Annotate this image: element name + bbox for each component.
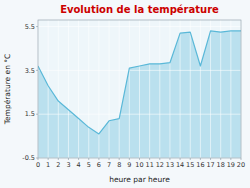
x-tick [129, 158, 130, 160]
grid-line-x [68, 20, 69, 158]
x-tick [180, 158, 181, 160]
y-tick-label: -0.5 [22, 154, 35, 162]
x-tick [200, 158, 201, 160]
x-tick [220, 158, 221, 160]
plot-frame [38, 20, 241, 158]
grid-line-x [48, 20, 49, 158]
x-tick-label: 16 [196, 161, 204, 169]
line [38, 31, 241, 134]
x-tick [98, 158, 99, 160]
plot-area [38, 20, 241, 158]
grid-line-x [98, 20, 99, 158]
grid-line-x [190, 20, 191, 158]
grid-line-x [129, 20, 130, 158]
grid-line-x [169, 20, 170, 158]
x-tick-label: 0 [36, 161, 40, 169]
x-tick-label: 6 [97, 161, 101, 169]
x-tick-label: 8 [117, 161, 121, 169]
x-tick-label: 20 [237, 161, 245, 169]
y-tick [36, 158, 38, 159]
x-tick-label: 4 [77, 161, 81, 169]
x-tick [58, 158, 59, 160]
x-tick [68, 158, 69, 160]
x-tick-label: 13 [166, 161, 174, 169]
x-tick-label: 10 [135, 161, 143, 169]
y-axis-label: Température en °C [3, 54, 12, 126]
x-tick-label: 18 [217, 161, 225, 169]
grid-line-x [200, 20, 201, 158]
grid-line-x [78, 20, 79, 158]
x-tick [48, 158, 49, 160]
x-tick-label: 17 [206, 161, 214, 169]
x-tick [190, 158, 191, 160]
y-tick [36, 114, 38, 115]
x-tick [149, 158, 150, 160]
x-axis-label: heure par heure [109, 175, 170, 184]
y-tick-label: 1.5 [25, 110, 35, 118]
y-tick-label: 5.5 [25, 23, 35, 31]
grid-line-x [210, 20, 211, 158]
title: Evolution de la température [60, 4, 219, 15]
x-tick [241, 158, 242, 160]
x-tick [109, 158, 110, 160]
x-tick-label: 2 [56, 161, 60, 169]
x-tick-label: 9 [127, 161, 131, 169]
chart: 01234567891011121314151617181920-0.51.53… [0, 0, 250, 188]
x-tick-label: 11 [146, 161, 154, 169]
x-tick-label: 15 [186, 161, 194, 169]
grid-line-x [230, 20, 231, 158]
x-tick [119, 158, 120, 160]
grid-line-x [149, 20, 150, 158]
grid-line-x [159, 20, 160, 158]
x-tick-label: 12 [156, 161, 164, 169]
grid-line-x [58, 20, 59, 158]
grid-line-x [88, 20, 89, 158]
x-tick-label: 14 [176, 161, 184, 169]
x-tick [230, 158, 231, 160]
grid-line-x [139, 20, 140, 158]
x-tick [159, 158, 160, 160]
grid-line-y [38, 70, 241, 71]
x-tick-label: 5 [87, 161, 91, 169]
x-tick [88, 158, 89, 160]
grid-line-x [220, 20, 221, 158]
grid-line-x [119, 20, 120, 158]
grid-line-x [180, 20, 181, 158]
y-tick-label: 3.5 [25, 67, 35, 75]
x-tick-label: 1 [46, 161, 50, 169]
x-tick [169, 158, 170, 160]
plot-background [38, 20, 241, 158]
x-tick [139, 158, 140, 160]
grid-line-y [38, 114, 241, 115]
y-tick [36, 26, 38, 27]
x-tick [78, 158, 79, 160]
x-tick-label: 19 [227, 161, 235, 169]
grid-line-y [38, 26, 241, 27]
x-tick-label: 3 [66, 161, 70, 169]
x-tick-label: 7 [107, 161, 111, 169]
y-tick [36, 70, 38, 71]
x-tick [210, 158, 211, 160]
grid-line-x [109, 20, 110, 158]
